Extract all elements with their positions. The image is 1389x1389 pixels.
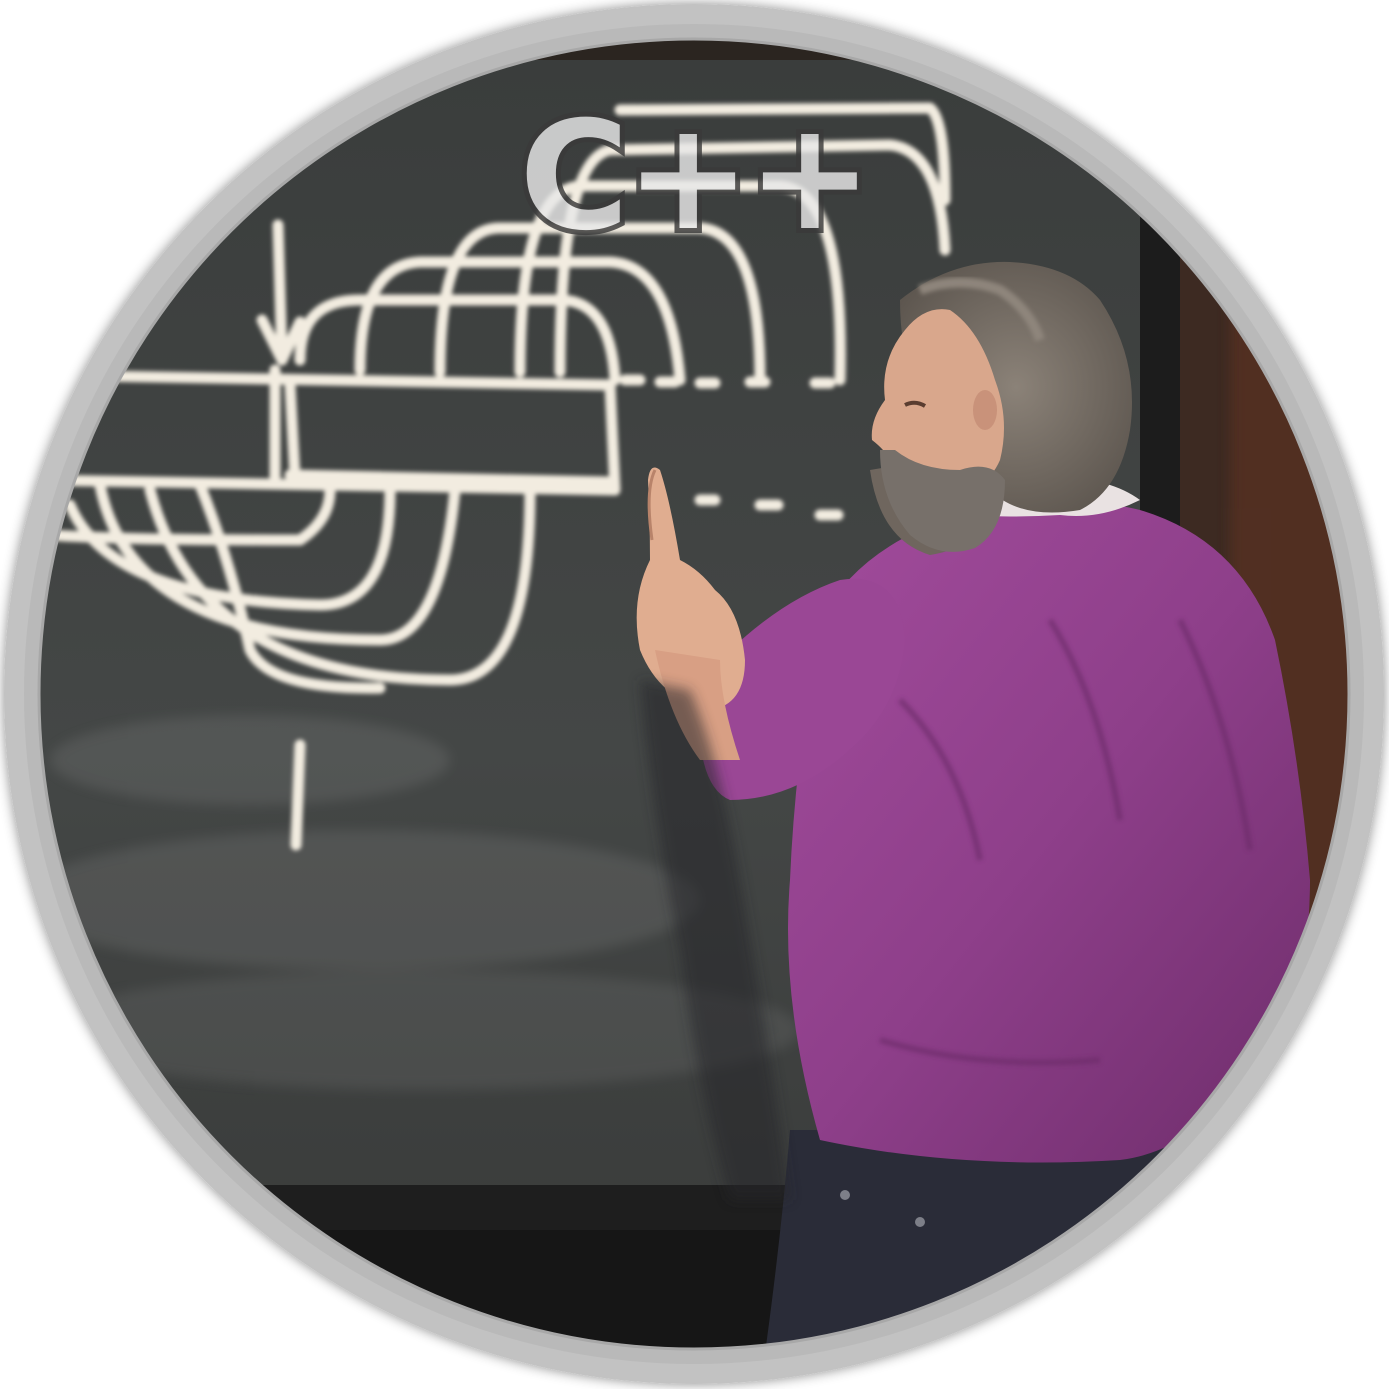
face — [871, 309, 1004, 495]
logo-text: C++ — [519, 90, 868, 264]
chalk-diagram — [39, 102, 951, 851]
sweater — [788, 501, 1310, 1163]
cpp-logo: C++ — [514, 85, 877, 269]
pointing-hand — [636, 467, 745, 710]
